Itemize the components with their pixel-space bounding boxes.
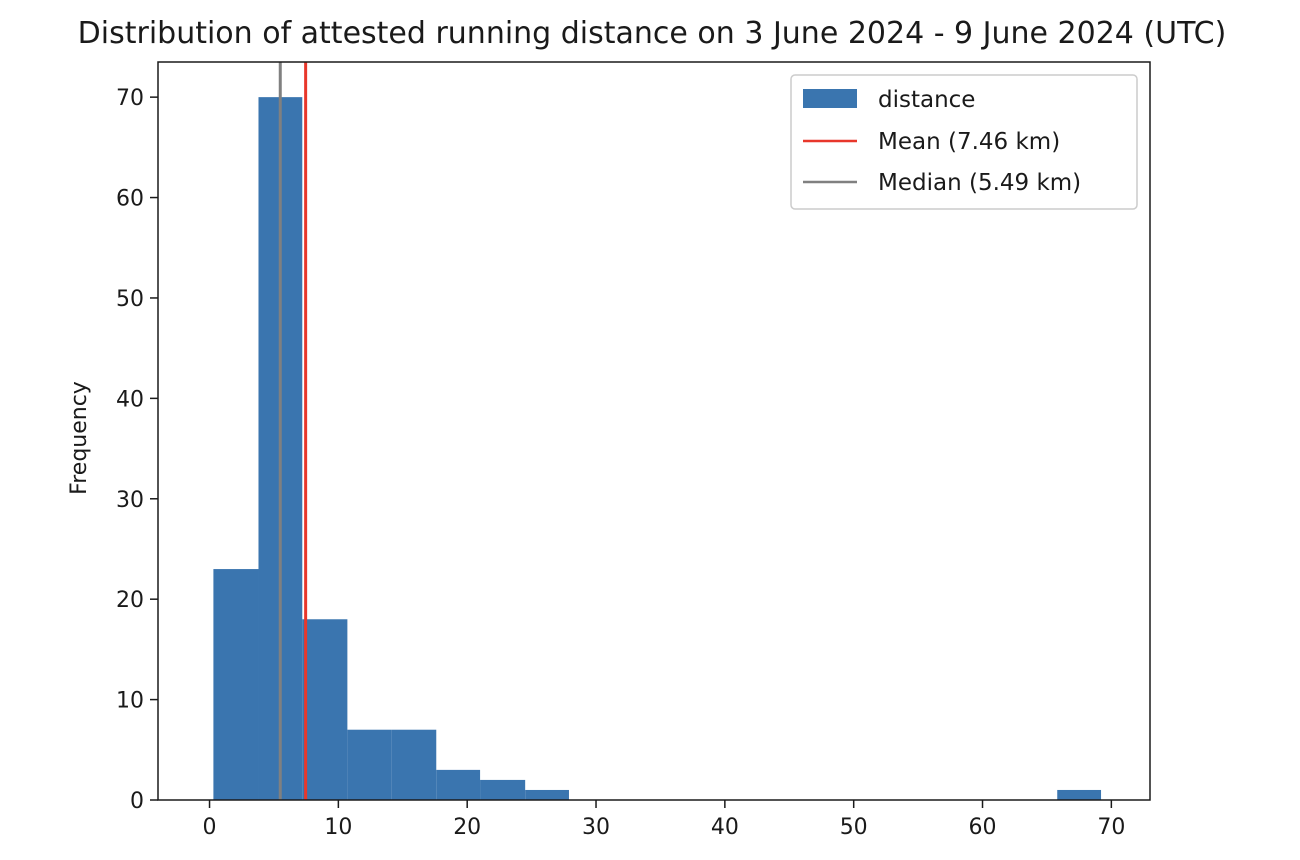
legend-label-mean: Mean (7.46 km) [878, 129, 1060, 155]
histogram-bar-19 [1057, 789, 1102, 800]
histogram-bar-5 [436, 769, 481, 800]
x-tick-label: 10 [324, 815, 352, 840]
y-tick-label: 0 [130, 789, 144, 814]
y-tick-label: 40 [116, 387, 144, 412]
histogram-bar-3 [347, 729, 392, 800]
legend-box [790, 74, 1138, 210]
histogram-bar-7 [525, 789, 569, 800]
y-tick-label: 50 [116, 287, 144, 312]
y-tick-label: 70 [116, 86, 144, 111]
histogram-bar-2 [302, 619, 348, 800]
axes-frame [157, 61, 1151, 801]
legend-swatch-distance [803, 89, 857, 108]
x-tick-label: 30 [582, 815, 610, 840]
x-tick-label: 40 [711, 815, 739, 840]
y-tick-label: 10 [116, 689, 144, 714]
histogram-bar-0 [213, 569, 259, 800]
legend-label-distance: distance [878, 87, 975, 113]
y-tick-label: 20 [116, 588, 144, 613]
x-tick-label: 20 [453, 815, 481, 840]
y-axis-label: Frequency [67, 381, 92, 495]
x-tick-label: 0 [203, 815, 217, 840]
histogram-bar-6 [480, 779, 526, 800]
y-tick-label: 30 [116, 488, 144, 513]
x-tick-label: 60 [969, 815, 997, 840]
legend: distance Mean (7.46 km) Median (5.49 km) [790, 74, 1138, 210]
histogram-bar-4 [391, 729, 437, 800]
x-tick-label: 70 [1097, 815, 1125, 840]
y-tick-label: 60 [116, 187, 144, 212]
plot-area: 0 10 20 30 40 50 60 70 0 10 20 30 40 50 60 70 [116, 61, 1151, 840]
legend-label-median: Median (5.49 km) [878, 170, 1081, 196]
x-tick-label: 50 [840, 815, 868, 840]
chart-title: Distribution of attested running distanc… [78, 16, 1227, 51]
